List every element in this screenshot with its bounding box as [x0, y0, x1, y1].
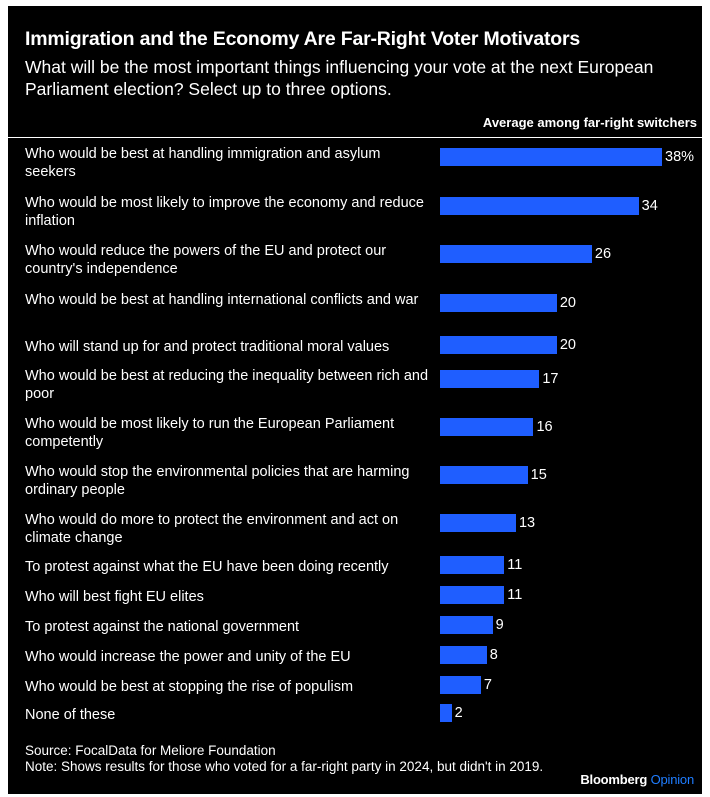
- category-label: To protest against what the EU have been…: [25, 559, 389, 575]
- bar: [440, 586, 505, 604]
- bar: [440, 336, 557, 354]
- bar: [440, 294, 557, 312]
- bar: [440, 370, 540, 388]
- bar: [440, 148, 662, 166]
- category-label: Who would be best at reducing the inequa…: [25, 368, 429, 402]
- bar: [440, 556, 505, 574]
- brand-suffix: Opinion: [650, 772, 695, 787]
- bar: [440, 704, 452, 722]
- source-text: Source: FocalData for Meliore Foundation: [25, 743, 276, 758]
- value-label: 8: [489, 647, 498, 663]
- note-text: Note: Shows results for those who voted …: [25, 758, 544, 774]
- category-label: Who would be best at stopping the rise o…: [25, 679, 354, 695]
- brand-logo: Bloomberg Opinion: [580, 772, 694, 787]
- category-label: Who will best fight EU elites: [25, 589, 204, 605]
- bar: [440, 616, 493, 634]
- bar: [440, 418, 534, 436]
- category-label: Who would be best at handling immigratio…: [25, 146, 381, 180]
- value-label: 9: [495, 617, 504, 633]
- chart-card: Immigration and the Economy Are Far-Righ…: [8, 6, 702, 794]
- chart-title: Immigration and the Economy Are Far-Righ…: [25, 28, 581, 50]
- category-label: Who would be most likely to run the Euro…: [25, 416, 395, 450]
- value-label: 2: [454, 705, 463, 721]
- value-label: 13: [518, 515, 536, 531]
- category-label: Who would be best at handling internatio…: [25, 292, 419, 308]
- category-label: None of these: [25, 707, 116, 723]
- bar: [440, 466, 528, 484]
- category-label: Who would be most likely to improve the …: [25, 195, 424, 229]
- category-label: Who would increase the power and unity o…: [25, 649, 351, 665]
- value-label: 38%: [665, 149, 695, 165]
- value-label: 17: [542, 371, 559, 387]
- bar: [440, 646, 487, 664]
- brand-name: Bloomberg: [580, 772, 648, 787]
- category-label: Who would reduce the powers of the EU an…: [25, 243, 387, 277]
- chart-subtitle: What will be the most important things i…: [25, 57, 654, 99]
- value-label: 7: [483, 677, 492, 693]
- value-label: 34: [641, 198, 658, 214]
- category-label: Who will stand up for and protect tradit…: [25, 339, 390, 355]
- value-label: 26: [594, 246, 612, 262]
- bar: [440, 676, 481, 694]
- value-label: 11: [507, 587, 523, 603]
- bar: [440, 197, 639, 215]
- source-note: Source: FocalData for Meliore Foundation…: [25, 743, 585, 774]
- category-label: To protest against the national governme…: [25, 619, 300, 635]
- value-label: 16: [536, 419, 553, 435]
- value-label: 20: [559, 337, 576, 353]
- value-label: 11: [507, 557, 523, 573]
- bar: [440, 245, 592, 263]
- column-header: Average among far-right switchers: [482, 115, 697, 130]
- value-label: 15: [530, 467, 547, 483]
- category-label: Who would do more to protect the environ…: [25, 512, 399, 546]
- category-label: Who would stop the environmental policie…: [25, 464, 410, 498]
- value-label: 20: [559, 295, 576, 311]
- header-divider: [8, 137, 702, 138]
- bar: [440, 514, 516, 532]
